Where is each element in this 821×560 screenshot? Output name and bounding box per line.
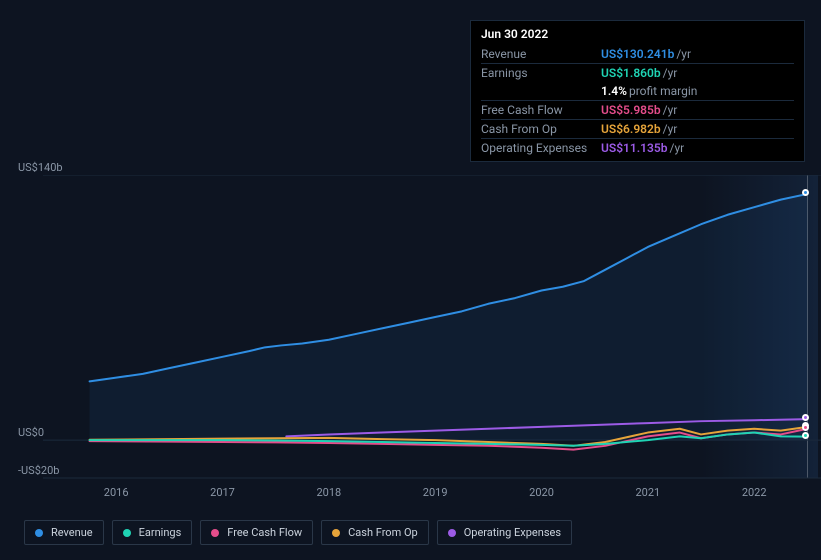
tooltip-row-value: US$11.135b [601, 141, 668, 155]
tooltip-row-value: US$5.985b [601, 103, 661, 117]
legend-label: Earnings [139, 526, 182, 539]
legend-item[interactable]: Revenue [24, 520, 104, 545]
tooltip-date: Jun 30 2022 [481, 27, 794, 41]
legend-item[interactable]: Free Cash Flow [200, 520, 313, 545]
legend-dot-icon [123, 529, 131, 537]
legend-label: Operating Expenses [464, 526, 561, 539]
legend-label: Revenue [51, 526, 93, 539]
tooltip-row-label: Operating Expenses [481, 141, 601, 155]
x-axis-label: 2022 [742, 486, 767, 499]
legend-item[interactable]: Operating Expenses [437, 520, 572, 545]
x-axis-label: 2019 [423, 486, 448, 499]
legend-item[interactable]: Earnings [112, 520, 193, 545]
tooltip-row-unit: /yr [663, 103, 678, 117]
x-axis-label: 2018 [316, 486, 341, 499]
legend-label: Cash From Op [348, 526, 418, 539]
x-axis-label: 2020 [529, 486, 554, 499]
legend-label: Free Cash Flow [227, 526, 302, 539]
tooltip-row: Operating ExpensesUS$11.135b /yr [481, 138, 794, 157]
tooltip-row-unit: /yr [663, 122, 678, 136]
legend-dot-icon [448, 529, 456, 537]
tooltip-row-unit: /yr [670, 141, 685, 155]
x-axis-label: 2021 [635, 486, 660, 499]
legend-dot-icon [332, 529, 340, 537]
series-cursor-dot [802, 432, 809, 439]
x-axis-label: 2016 [104, 486, 129, 499]
x-axis-label: 2017 [210, 486, 235, 499]
chart-tooltip: Jun 30 2022 RevenueUS$130.241b /yrEarnin… [470, 20, 805, 162]
tooltip-row-label: Revenue [481, 47, 601, 61]
tooltip-row-unit: /yr [663, 66, 678, 80]
legend-dot-icon [35, 529, 43, 537]
legend-dot-icon [211, 529, 219, 537]
tooltip-row-label: Free Cash Flow [481, 103, 601, 117]
tooltip-secondary-text: profit margin [629, 84, 697, 98]
tooltip-row: Free Cash FlowUS$5.985b /yr [481, 100, 794, 119]
tooltip-row-value: US$130.241b [601, 47, 674, 61]
tooltip-row: EarningsUS$1.860b /yr [481, 63, 794, 82]
tooltip-row: RevenueUS$130.241b /yr [481, 45, 794, 63]
chart-container: { "tooltip": { "date": "Jun 30 2022", "r… [0, 0, 821, 560]
tooltip-row-label: Earnings [481, 66, 601, 80]
tooltip-pct: 1.4% [601, 84, 627, 98]
tooltip-row-value: US$1.860b [601, 66, 661, 80]
line-chart[interactable] [18, 175, 821, 483]
y-axis-label: US$140b [18, 161, 63, 174]
tooltip-row-label: Cash From Op [481, 122, 601, 136]
tooltip-row-secondary: 1.4% profit margin [481, 82, 794, 100]
chart-legend: Revenue Earnings Free Cash Flow Cash From O… [24, 520, 572, 545]
tooltip-row: Cash From OpUS$6.982b /yr [481, 119, 794, 138]
tooltip-row-unit: /yr [676, 47, 691, 61]
legend-item[interactable]: Cash From Op [321, 520, 429, 545]
tooltip-row-value: US$6.982b [601, 122, 661, 136]
